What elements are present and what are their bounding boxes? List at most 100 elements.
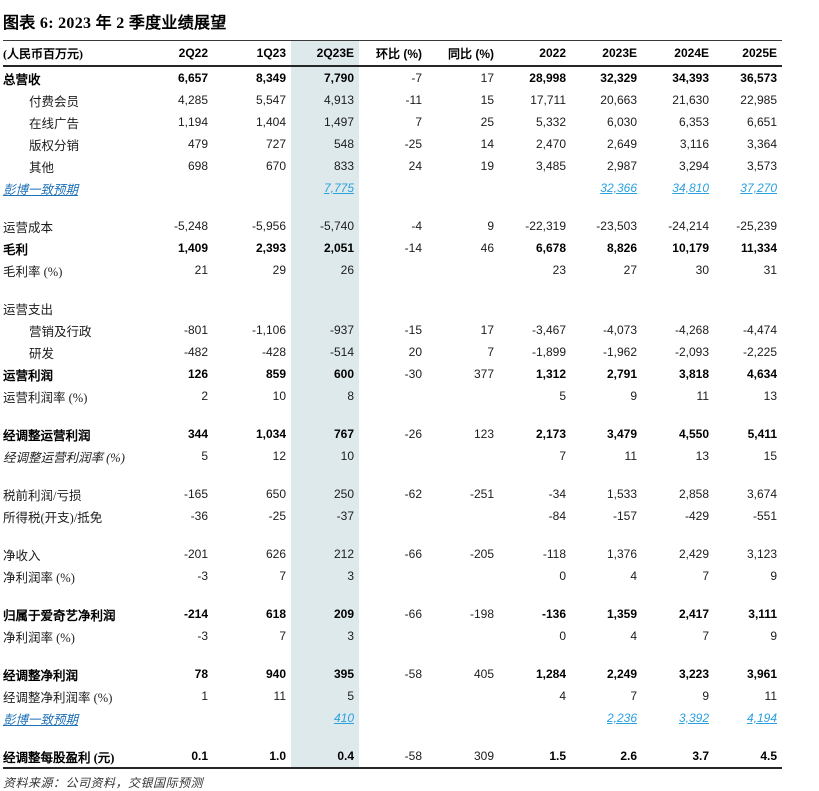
table-row: 运营成本 -5,248 -5,956 -5,740 -4 9 -22,319 -23,503 -… (3, 215, 782, 237)
cell: -3,467 (531, 323, 566, 337)
cell: -428 (261, 345, 286, 359)
cell: 13 (763, 389, 777, 403)
table-row: 彭博一致预期 410 2,236 3,392 4,194 (3, 707, 782, 729)
cell (427, 467, 499, 483)
spacer-row (3, 281, 782, 297)
cell: -4 (411, 219, 422, 233)
cell: 0.1 (141, 745, 213, 769)
cell: 8,826 (606, 241, 637, 255)
cell: 11 (273, 689, 286, 703)
cell: 670 (265, 159, 286, 173)
cell: 2,858 (678, 487, 709, 501)
cell: 2,173 (535, 427, 566, 441)
row-label: 营销及行政 (29, 324, 92, 339)
cell: -198 (469, 607, 494, 621)
cell: -24,214 (668, 219, 709, 233)
cell (291, 647, 359, 663)
table-row: 在线广告 1,194 1,404 1,497 7 25 5,332 6,030 6,353 6,6… (3, 111, 782, 133)
cell (499, 281, 571, 297)
cell (499, 199, 571, 215)
cell: 7 (279, 569, 286, 583)
cell: -5,740 (291, 215, 359, 237)
cell (642, 281, 714, 297)
cell: 27 (623, 263, 637, 277)
cell: 1,497 (291, 111, 359, 133)
table-row: 经调整净利润率 (%) 1 11 5 4 7 9 11 (3, 685, 782, 707)
cell: 6,353 (678, 115, 709, 129)
row-label (3, 527, 141, 543)
cell (499, 177, 571, 199)
cell (427, 281, 499, 297)
cell (571, 199, 642, 215)
table-row: 经调整运营利润率 (%) 5 12 10 7 11 13 15 (3, 445, 782, 467)
spacer-row (3, 527, 782, 543)
table-row: 运营利润率 (%) 2 10 8 5 9 11 13 (3, 385, 782, 407)
cell: -66 (404, 607, 422, 621)
cell: 395 (291, 663, 359, 685)
cell: 8 (291, 385, 359, 407)
cell: 4,634 (746, 367, 777, 381)
cell: 9 (770, 569, 777, 583)
cell (291, 297, 359, 319)
cell: -22,319 (525, 219, 566, 233)
cell: 9 (487, 219, 494, 233)
cell (427, 587, 499, 603)
cell: 28,998 (529, 71, 566, 85)
cell: 479 (187, 137, 208, 151)
cell: -58 (404, 667, 422, 681)
cell: 2,249 (606, 667, 637, 681)
table-row: 彭博一致预期 7,775 32,366 34,810 37,270 (3, 177, 782, 199)
cell: 22,985 (740, 93, 777, 107)
cell (642, 467, 714, 483)
column-header: 2025E (714, 40, 782, 67)
cell (427, 625, 499, 647)
cell: 123 (473, 427, 494, 441)
cell: 6,657 (177, 71, 208, 85)
cell (714, 527, 782, 543)
cell: -1,106 (251, 323, 286, 337)
cell (427, 259, 499, 281)
cell: 15 (763, 449, 777, 463)
financial-table: (人民币百万元) 2Q22 1Q23 2Q23E 环比 (%) 同比 (%) 2022 202… (3, 40, 782, 769)
cell: 3,116 (679, 137, 709, 151)
row-label (3, 281, 141, 297)
cell (141, 587, 213, 603)
cell (291, 407, 359, 423)
cell (359, 527, 427, 543)
cell: 36,573 (740, 71, 777, 85)
cell (499, 297, 571, 319)
cell (213, 467, 291, 483)
table-row: 运营利润 126 859 600 -30 377 1,312 2,791 3,818 4,634 (3, 363, 782, 385)
cell: -482 (183, 345, 208, 359)
row-label: 毛利 (3, 242, 29, 257)
cell: 548 (291, 133, 359, 155)
table-row: 毛利率 (%) 21 29 26 23 27 30 31 (3, 259, 782, 281)
cell: -7 (411, 71, 422, 85)
cell: 21,630 (672, 93, 709, 107)
cell: -26 (404, 427, 422, 441)
cell: 24 (408, 159, 422, 173)
cell: -3 (197, 629, 208, 643)
cell (213, 281, 291, 297)
cell: -1,962 (602, 345, 637, 359)
cell: 1,404 (255, 115, 286, 129)
cell: 9 (630, 389, 637, 403)
spacer-row (3, 647, 782, 663)
cell: 7,775 (291, 177, 359, 199)
cell (499, 527, 571, 543)
column-header: 环比 (%) (359, 40, 427, 67)
cell: 15 (480, 93, 494, 107)
row-label: 付费会员 (29, 94, 80, 109)
spacer-row (3, 587, 782, 603)
cell: 698 (187, 159, 208, 173)
cell (571, 647, 642, 663)
table-row: 经调整每股盈利 (元) 0.1 1.0 0.4 -58 309 1.5 2.6 3.7 4.5 (3, 745, 782, 769)
cell (291, 587, 359, 603)
cell (213, 297, 291, 319)
cell (714, 199, 782, 215)
cell: 344 (187, 427, 208, 441)
cell (427, 297, 499, 319)
cell (213, 407, 291, 423)
cell: 0 (559, 629, 566, 643)
cell (291, 281, 359, 297)
